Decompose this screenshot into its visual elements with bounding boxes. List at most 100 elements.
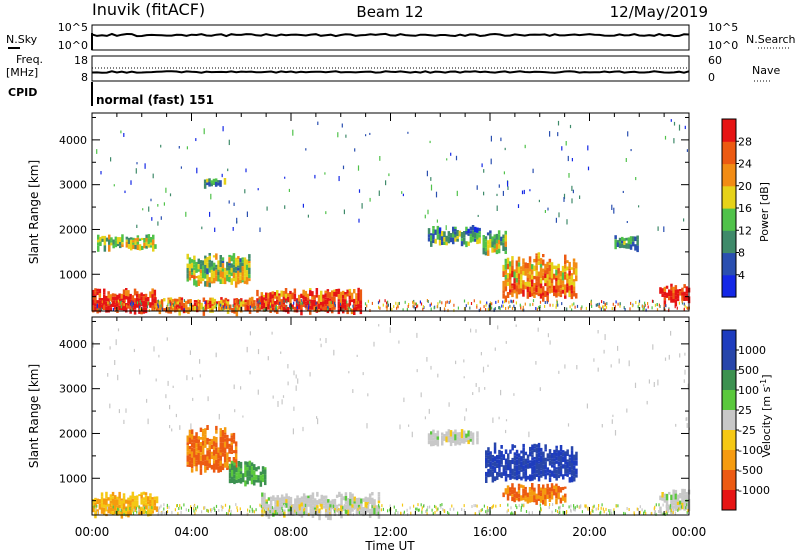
heatmap-cell	[672, 500, 675, 503]
heatmap-scatter-cell	[333, 349, 335, 356]
heatmap-cell	[221, 263, 225, 269]
heatmap-cell	[443, 241, 446, 245]
heatmap-noise-cell	[614, 305, 616, 309]
heatmap-cell	[524, 268, 527, 276]
heatmap-cell	[210, 180, 213, 184]
heatmap-cell	[311, 306, 314, 310]
heatmap-cell	[557, 450, 561, 457]
heatmap-cell	[259, 471, 263, 476]
heatmap-cell	[575, 268, 578, 276]
heatmap-noise-cell	[196, 505, 199, 509]
heatmap-cell	[144, 297, 148, 302]
heatmap-noise-cell	[680, 505, 682, 509]
heatmap-cell	[151, 511, 154, 514]
heatmap-noise-cell	[206, 508, 208, 512]
heatmap-cell	[212, 262, 216, 268]
heatmap-noise-cell	[396, 304, 398, 308]
heatmap-noise-cell	[121, 302, 123, 306]
heatmap-cell	[531, 444, 534, 451]
heatmap-cell	[506, 257, 510, 264]
heatmap-cell	[232, 253, 236, 260]
heatmap-cell	[674, 504, 678, 511]
heatmap-cell	[526, 458, 530, 461]
heatmap-cell	[212, 455, 216, 461]
heatmap-cell	[142, 294, 146, 297]
heatmap-cell	[493, 234, 496, 239]
heatmap-cell	[537, 447, 541, 453]
heatmap-cell	[293, 299, 297, 302]
heatmap-cell	[169, 301, 173, 307]
heatmap-cell	[219, 255, 222, 260]
heatmap-noise-cell	[111, 503, 113, 507]
heatmap-cell	[436, 439, 440, 447]
heatmap-cell	[309, 309, 312, 315]
heatmap-cell	[531, 279, 534, 285]
heatmap-cell	[476, 437, 479, 445]
heatmap-cell	[337, 288, 341, 295]
heatmap-cell	[339, 298, 343, 305]
heatmap-cell	[199, 455, 203, 461]
heatmap-cell	[331, 306, 334, 314]
heatmap-cell	[518, 470, 521, 475]
heatmap-cell	[663, 286, 667, 292]
heatmap-scatter-cell	[424, 214, 426, 219]
heatmap-cell	[190, 272, 194, 275]
heatmap-cell	[296, 507, 299, 512]
heatmap-cell	[553, 473, 556, 479]
heatmap-scatter-cell	[625, 158, 627, 162]
heatmap-cell	[471, 225, 475, 231]
heatmap-cell	[685, 504, 689, 510]
heatmap-cell	[548, 454, 552, 459]
heatmap-noise-cell	[247, 299, 249, 303]
heatmap-noise-cell	[486, 506, 489, 510]
heatmap-cell	[575, 458, 578, 461]
heatmap-noise-cell	[275, 307, 277, 311]
heatmap-cell	[498, 459, 501, 463]
heatmap-noise-cell	[662, 512, 664, 516]
heatmap-noise-cell	[511, 306, 514, 310]
heatmap-cell	[632, 241, 635, 247]
heatmap-cell	[141, 245, 144, 250]
heatmap-cell	[188, 446, 192, 450]
heatmap-cell	[133, 309, 137, 315]
heatmap-cell	[212, 178, 216, 185]
heatmap-cell	[234, 262, 238, 267]
heatmap-cell	[289, 503, 293, 506]
heatmap-noise-cell	[658, 303, 660, 307]
heatmap-cell	[524, 486, 527, 490]
heatmap-scatter-cell	[627, 131, 629, 137]
heatmap-cell	[559, 471, 563, 477]
heatmap-cell	[133, 298, 137, 304]
heatmap-scatter-cell	[558, 212, 560, 218]
heatmap-cell	[489, 467, 492, 470]
heatmap-noise-cell	[511, 511, 513, 515]
heatmap-cell	[520, 484, 523, 488]
heatmap-cell	[537, 495, 541, 499]
heatmap-scatter-cell	[490, 135, 492, 142]
heatmap-noise-cell	[342, 308, 344, 312]
heatmap-scatter-cell	[601, 424, 603, 428]
heatmap-cell	[100, 497, 104, 503]
heatmap-scatter-cell	[478, 387, 480, 393]
heatmap-cell	[621, 236, 624, 241]
heatmap-cell	[234, 459, 238, 465]
heatmap-cell	[217, 264, 220, 270]
heatmap-cell	[114, 304, 117, 308]
heatmap-cell	[313, 295, 316, 300]
heatmap-scatter-cell	[576, 365, 578, 370]
colorbar-swatch	[722, 230, 736, 254]
heatmap-scatter-cell	[192, 397, 194, 401]
heatmap-noise-cell	[686, 503, 688, 507]
heatmap-cell	[232, 272, 236, 278]
heatmap-noise-cell	[384, 299, 386, 303]
heatmap-cell	[188, 429, 192, 434]
heatmap-cell	[564, 284, 567, 291]
heatmap-noise-cell	[508, 300, 510, 304]
heatmap-scatter-cell	[282, 395, 285, 398]
heatmap-scatter-cell	[233, 202, 235, 206]
heatmap-cell	[337, 299, 341, 302]
heatmap-cell	[340, 501, 343, 506]
heatmap-cell	[132, 244, 135, 249]
heatmap-cell	[438, 240, 442, 246]
heatmap-cell	[101, 235, 104, 239]
